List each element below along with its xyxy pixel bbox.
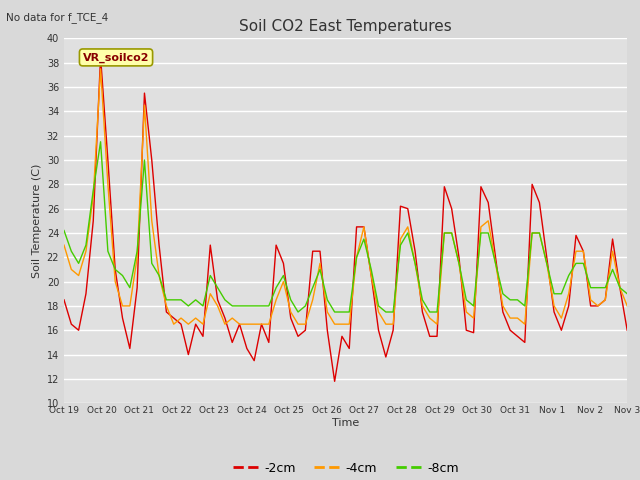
Text: No data for f_TCE_4: No data for f_TCE_4: [6, 12, 109, 23]
X-axis label: Time: Time: [332, 418, 359, 428]
Legend: -2cm, -4cm, -8cm: -2cm, -4cm, -8cm: [228, 457, 463, 480]
Text: VR_soilco2: VR_soilco2: [83, 52, 149, 62]
Title: Soil CO2 East Temperatures: Soil CO2 East Temperatures: [239, 20, 452, 35]
Y-axis label: Soil Temperature (C): Soil Temperature (C): [33, 164, 42, 278]
